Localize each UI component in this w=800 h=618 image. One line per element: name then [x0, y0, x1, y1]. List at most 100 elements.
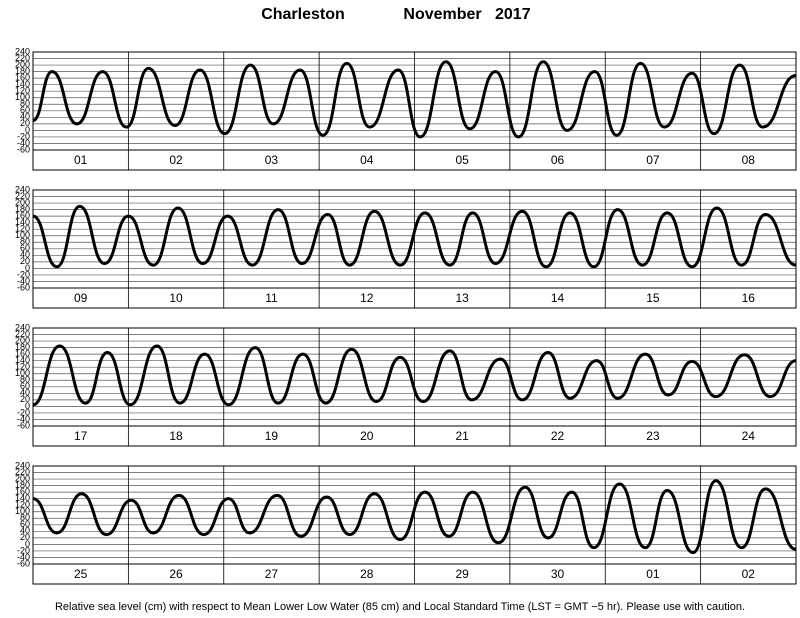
tide-line — [32, 204, 797, 269]
y-tick-label: -20 — [17, 545, 30, 555]
y-tick-label: -60 — [17, 144, 30, 154]
y-tick-label: -40 — [17, 414, 30, 424]
y-tick-label: 220 — [15, 329, 30, 339]
y-tick-label: 0 — [25, 539, 30, 549]
x-tick-label: 18 — [169, 429, 183, 443]
y-tick-label: -20 — [17, 131, 30, 141]
tide-line — [32, 344, 797, 407]
tide-line — [32, 60, 797, 139]
footnote: Relative sea level (cm) with respect to … — [55, 601, 745, 613]
y-tick-label: 160 — [15, 487, 30, 497]
x-tick-label: 21 — [456, 429, 470, 443]
x-tick-label: 13 — [456, 291, 470, 305]
x-tick-label: 07 — [646, 153, 660, 167]
y-tick-label: 140 — [15, 355, 30, 365]
plot-frame — [32, 465, 797, 585]
y-tick-label: 240 — [15, 46, 30, 56]
y-tick-label: -60 — [17, 282, 30, 292]
x-tick-label: 10 — [169, 291, 183, 305]
x-tick-label: 29 — [456, 567, 470, 581]
x-tick-label: 02 — [742, 567, 756, 581]
y-tick-label: 20 — [20, 256, 30, 266]
x-tick-label: 24 — [742, 429, 756, 443]
plot-frame — [32, 189, 797, 309]
x-tick-label: 26 — [169, 567, 183, 581]
x-tick-label: 28 — [360, 567, 374, 581]
y-tick-label: 40 — [20, 112, 30, 122]
y-tick-label: 0 — [25, 263, 30, 273]
y-tick-label: 220 — [15, 191, 30, 201]
x-tick-label: 01 — [74, 153, 88, 167]
y-tick-label: -60 — [17, 558, 30, 568]
y-tick-label: 40 — [20, 250, 30, 260]
y-tick-label: 160 — [15, 211, 30, 221]
y-tick-label: 140 — [15, 79, 30, 89]
y-tick-label: 220 — [15, 467, 30, 477]
x-tick-label: 11 — [265, 291, 278, 305]
y-tick-label: -60 — [17, 420, 30, 430]
y-tick-label: 180 — [15, 342, 30, 352]
y-tick-label: 100 — [15, 230, 30, 240]
y-tick-label: 180 — [15, 480, 30, 490]
x-tick-label: 30 — [551, 567, 565, 581]
y-tick-label: 140 — [15, 217, 30, 227]
y-tick-label: 100 — [15, 368, 30, 378]
y-tick-label: 200 — [15, 473, 30, 483]
y-tick-label: 0 — [25, 125, 30, 135]
x-tick-label: 02 — [169, 153, 183, 167]
y-tick-label: 60 — [20, 519, 30, 529]
y-tick-label: -40 — [17, 138, 30, 148]
y-tick-label: 200 — [15, 197, 30, 207]
x-tick-label: 15 — [646, 291, 660, 305]
y-tick-label: -40 — [17, 552, 30, 562]
y-tick-label: 60 — [20, 381, 30, 391]
y-tick-label: 120 — [15, 500, 30, 510]
y-tick-label: 80 — [20, 513, 30, 523]
x-tick-label: 05 — [456, 153, 470, 167]
y-tick-label: 240 — [15, 184, 30, 194]
y-tick-label: -40 — [17, 276, 30, 286]
x-tick-label: 20 — [360, 429, 374, 443]
y-tick-label: 20 — [20, 532, 30, 542]
x-tick-label: 19 — [265, 429, 279, 443]
y-tick-label: 60 — [20, 243, 30, 253]
y-tick-label: 40 — [20, 388, 30, 398]
x-tick-label: 12 — [360, 291, 374, 305]
plot-frame — [32, 51, 797, 171]
y-tick-label: 160 — [15, 73, 30, 83]
x-tick-label: 27 — [265, 567, 279, 581]
y-tick-label: 80 — [20, 237, 30, 247]
y-tick-label: 180 — [15, 66, 30, 76]
plot-frame — [32, 327, 797, 447]
y-tick-label: 180 — [15, 204, 30, 214]
y-tick-label: 100 — [15, 506, 30, 516]
y-tick-label: 60 — [20, 105, 30, 115]
x-tick-label: 25 — [74, 567, 88, 581]
x-tick-label: 17 — [74, 429, 88, 443]
y-tick-label: 20 — [20, 118, 30, 128]
x-tick-label: 23 — [646, 429, 660, 443]
y-tick-label: 0 — [25, 401, 30, 411]
y-tick-label: 140 — [15, 493, 30, 503]
x-tick-label: 04 — [360, 153, 374, 167]
y-tick-label: -20 — [17, 407, 30, 417]
y-tick-label: 240 — [15, 460, 30, 470]
x-tick-label: 14 — [551, 291, 565, 305]
x-tick-label: 09 — [74, 291, 88, 305]
y-tick-label: 120 — [15, 224, 30, 234]
x-tick-label: 01 — [646, 567, 660, 581]
x-tick-label: 16 — [742, 291, 756, 305]
y-tick-label: 240 — [15, 322, 30, 332]
y-tick-label: 40 — [20, 526, 30, 536]
y-tick-label: 160 — [15, 349, 30, 359]
x-tick-label: 06 — [551, 153, 565, 167]
y-tick-label: 80 — [20, 99, 30, 109]
y-tick-label: -20 — [17, 269, 30, 279]
y-tick-label: 220 — [15, 53, 30, 63]
y-tick-label: 80 — [20, 375, 30, 385]
y-tick-label: 120 — [15, 86, 30, 96]
chart-subtitle: November 2017 — [403, 6, 530, 23]
x-tick-label: 08 — [742, 153, 756, 167]
tide-line — [32, 479, 797, 555]
